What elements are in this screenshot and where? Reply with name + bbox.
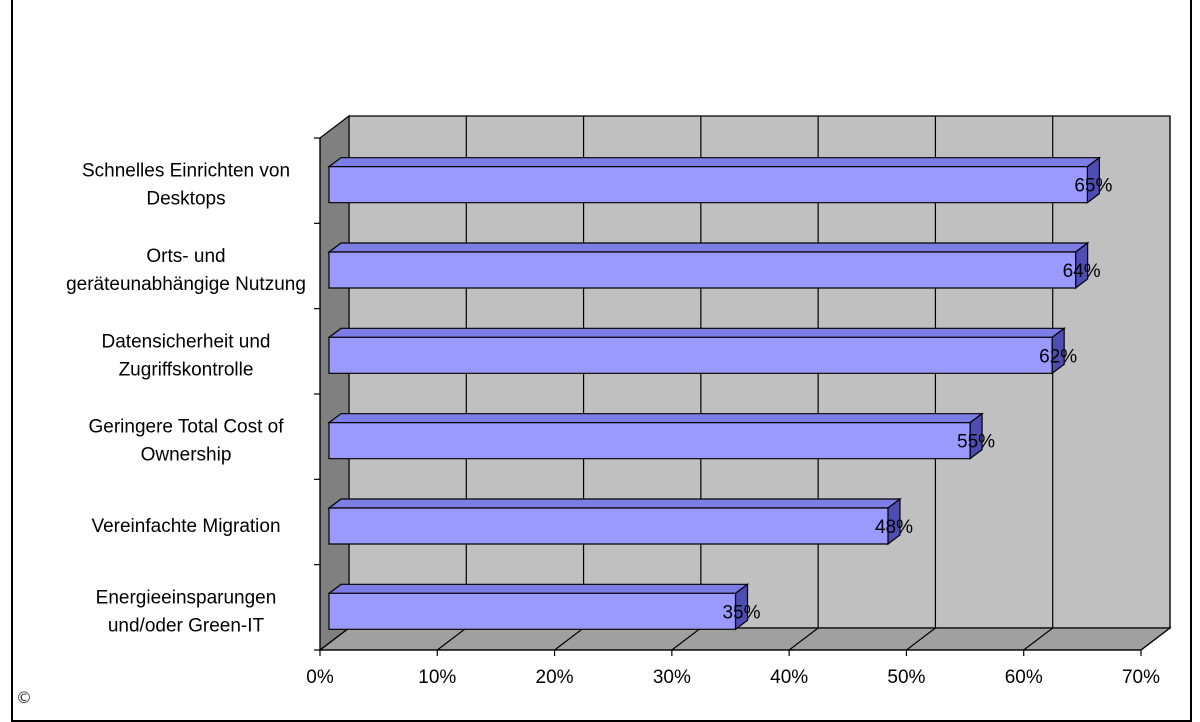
data-label: 64% — [1063, 261, 1101, 282]
floor-gridline — [788, 627, 819, 651]
category-label: Orts- und geräteunabhängige Nutzung — [66, 246, 306, 295]
bar — [328, 507, 889, 545]
bar-top — [327, 157, 1102, 168]
bar-top — [327, 242, 1090, 253]
bar — [328, 422, 971, 460]
x-tick-label: 10% — [418, 667, 456, 688]
x-tick-label: 50% — [887, 667, 925, 688]
bar — [328, 166, 1088, 204]
category-label-line: Schnelles Einrichten von — [82, 161, 290, 182]
floor-gridline — [436, 627, 467, 651]
x-tick-label: 60% — [1005, 667, 1043, 688]
data-label: 35% — [722, 602, 760, 623]
floor-gridline — [1140, 627, 1171, 651]
bar-top — [327, 498, 902, 509]
category-label: Geringere Total Cost of Ownership — [88, 417, 284, 466]
floor — [318, 627, 1172, 651]
data-label: 55% — [957, 432, 995, 453]
category-label-line: Geringere Total Cost of — [88, 417, 284, 438]
category-label-line: Ownership — [141, 445, 232, 466]
bar — [328, 336, 1053, 374]
category-label-line: Desktops — [146, 189, 225, 210]
category-label-line: Energieeinsparungen — [96, 587, 277, 608]
floor-gridline — [671, 627, 702, 651]
x-tick-label: 70% — [1122, 667, 1160, 688]
floor-gridline — [906, 627, 936, 651]
data-label: 65% — [1074, 176, 1112, 197]
category-label-line: geräteunabhängige Nutzung — [66, 274, 306, 295]
x-tick-label: 40% — [770, 667, 808, 688]
bar — [328, 592, 737, 630]
category-label-line: Vereinfachte Migration — [91, 516, 280, 537]
floor-gridline — [554, 627, 584, 651]
bar-top — [327, 583, 750, 594]
floor-gridline — [1023, 627, 1054, 651]
bar-top — [327, 413, 984, 424]
bar-top — [327, 327, 1066, 338]
copyright-icon: © — [16, 688, 32, 707]
floor-gridline — [319, 627, 350, 651]
bar — [328, 251, 1077, 289]
category-label-line: Datensicherheit und — [102, 331, 271, 352]
x-tick-label: 0% — [306, 667, 334, 688]
data-label: 48% — [875, 517, 913, 538]
category-label: Datensicherheit und Zugriffskontrolle — [102, 331, 271, 380]
category-label: Energieeinsparungen und/oder Green-IT — [96, 587, 277, 636]
data-label: 62% — [1039, 346, 1077, 367]
x-tick-label: 20% — [536, 667, 574, 688]
category-label-line: und/oder Green-IT — [108, 615, 265, 636]
category-label-line: Zugriffskontrolle — [119, 359, 254, 380]
category-label-line: Orts- und — [146, 246, 225, 267]
x-tick-label: 30% — [653, 667, 691, 688]
category-label: Schnelles Einrichten von Desktops — [82, 161, 290, 210]
category-label: Vereinfachte Migration — [91, 516, 280, 537]
